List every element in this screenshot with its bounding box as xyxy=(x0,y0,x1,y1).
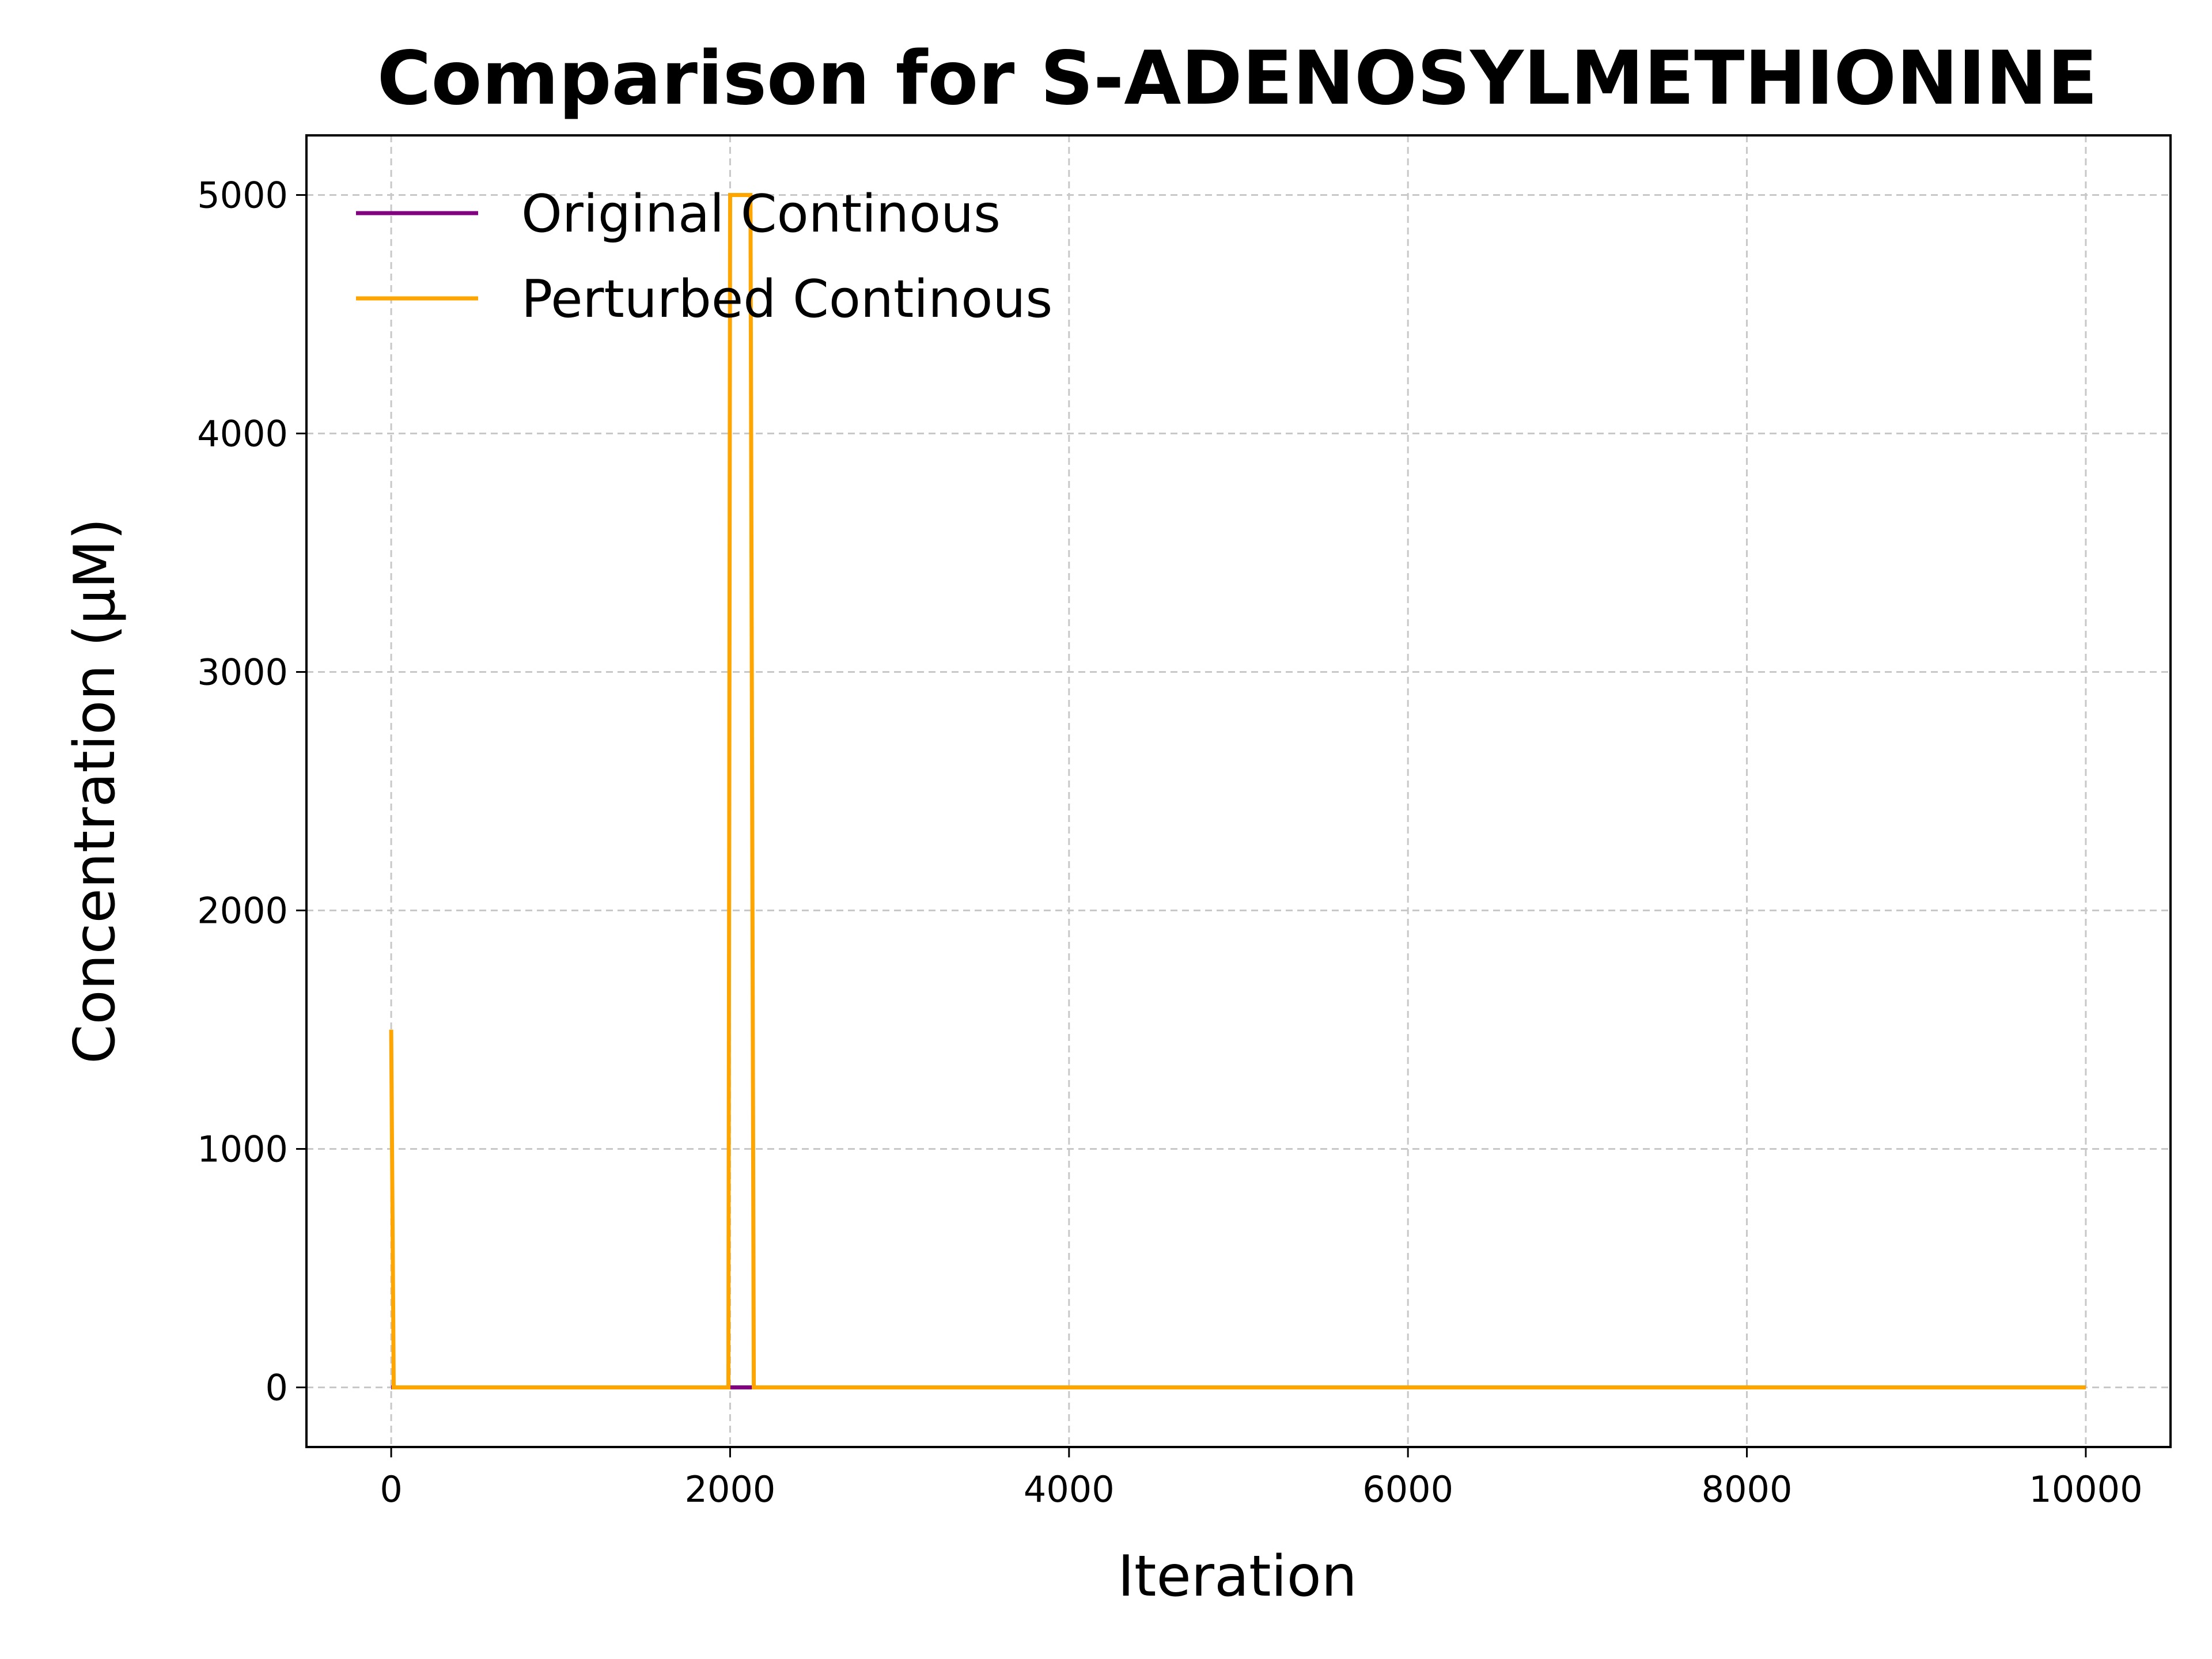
chart-title: Comparison for S-ADENOSYLMETHIONINE xyxy=(377,36,2098,122)
x-tick-label: 6000 xyxy=(1362,1468,1453,1510)
y-tick-label: 4000 xyxy=(197,413,288,455)
x-tick-label: 0 xyxy=(380,1468,402,1510)
x-tick-label: 8000 xyxy=(1702,1468,1793,1510)
y-tick-label: 0 xyxy=(266,1367,288,1409)
y-tick-label: 3000 xyxy=(197,652,288,694)
y-axis-label: Concentration (μM) xyxy=(62,518,128,1064)
series-line-2 xyxy=(389,193,2086,1389)
y-tick-label: 5000 xyxy=(197,175,288,217)
legend-label-1: Original Continous xyxy=(521,184,1001,244)
y-axis-ticks: 0 1000 2000 3000 4000 5000 xyxy=(197,175,306,1409)
y-tick-label: 2000 xyxy=(197,890,288,932)
x-tick-label: 4000 xyxy=(1024,1468,1115,1510)
y-tick-label: 1000 xyxy=(197,1128,288,1171)
plot-frame xyxy=(305,134,2172,1448)
x-tick-label: 10000 xyxy=(2029,1468,2142,1510)
x-axis-ticks: 0 2000 4000 6000 8000 10000 xyxy=(380,1447,2143,1510)
series-lines xyxy=(389,193,2086,1389)
grid-lines xyxy=(306,135,2171,1447)
legend: Original Continous Perturbed Continous xyxy=(356,184,1052,329)
legend-label-2: Perturbed Continous xyxy=(521,269,1052,329)
x-tick-label: 2000 xyxy=(685,1468,776,1510)
x-axis-label: Iteration xyxy=(1118,1544,1357,1609)
